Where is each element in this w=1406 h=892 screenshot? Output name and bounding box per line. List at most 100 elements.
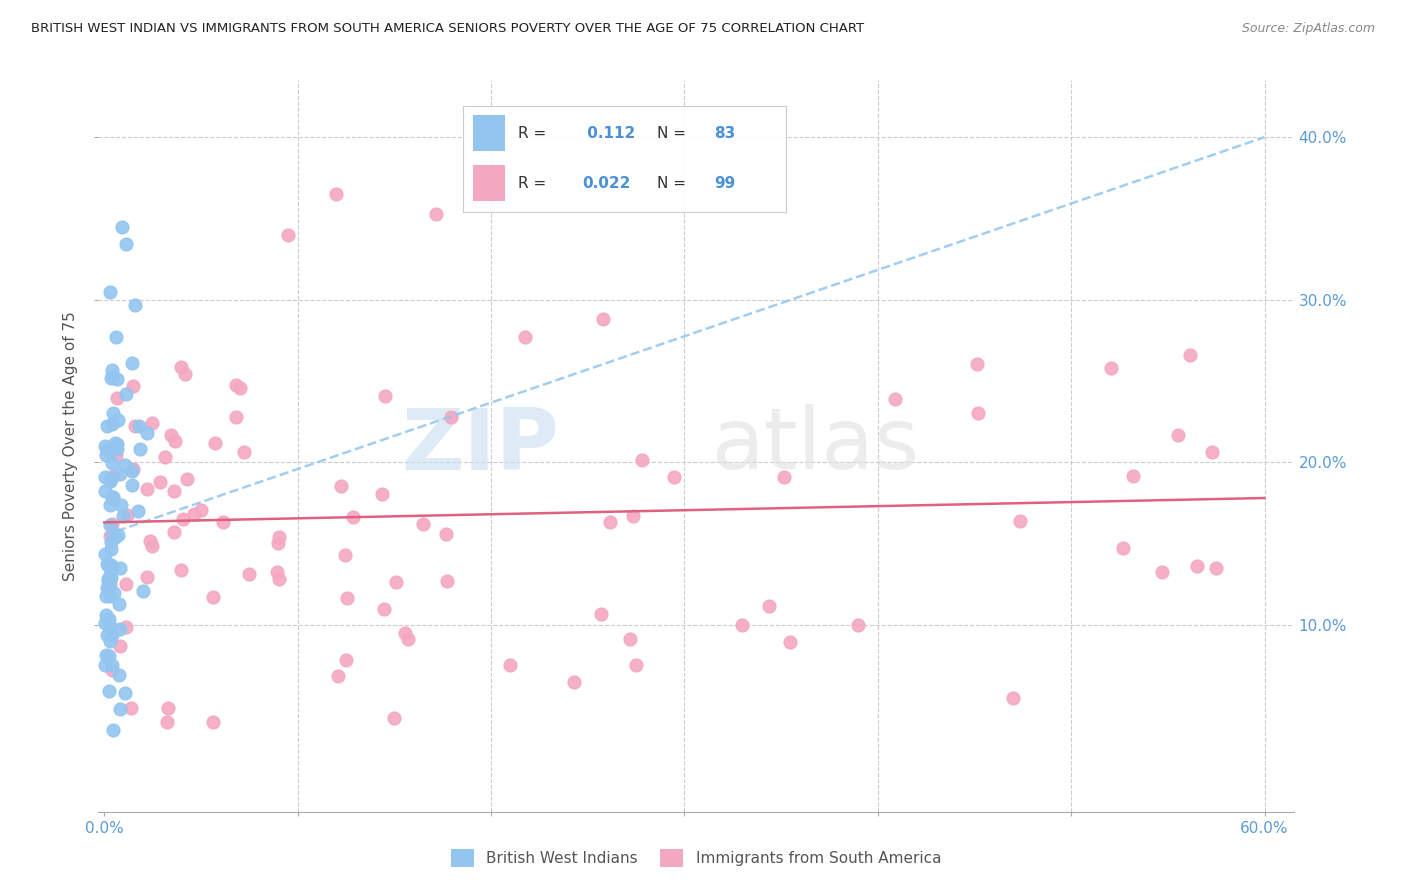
Point (100, 471, 122, 485)
Point (96, 443, 118, 458)
Point (124, 297, 146, 311)
Point (225, 378, 247, 392)
Point (105, 449, 128, 463)
Point (94, 608, 117, 623)
Point (267, 535, 290, 549)
Point (114, 458, 136, 473)
Point (111, 219, 134, 234)
Point (94, 615, 117, 630)
Point (127, 504, 149, 518)
Point (562, 674, 585, 689)
Point (436, 574, 458, 588)
Point (107, 372, 129, 386)
Point (98, 589, 121, 603)
Point (170, 564, 193, 578)
Point (114, 387, 136, 401)
Point (371, 487, 394, 501)
Point (267, 530, 290, 544)
Point (97, 558, 120, 572)
Point (117, 508, 139, 523)
Point (772, 470, 794, 484)
Point (631, 453, 654, 467)
Point (100, 371, 122, 385)
Point (135, 426, 157, 441)
Point (96, 581, 118, 595)
Point (110, 639, 132, 653)
Point (94, 439, 117, 453)
Point (115, 577, 138, 591)
Point (135, 482, 157, 496)
Point (108, 561, 131, 575)
Point (115, 237, 138, 252)
Point (101, 469, 124, 483)
Point (94, 658, 117, 673)
Point (333, 548, 356, 562)
Point (592, 312, 614, 326)
Point (103, 723, 125, 738)
Text: BRITISH WEST INDIAN VS IMMIGRANTS FROM SOUTH AMERICA SENIORS POVERTY OVER THE AG: BRITISH WEST INDIAN VS IMMIGRANTS FROM S… (31, 22, 865, 36)
Point (156, 715, 179, 730)
Point (105, 437, 128, 451)
Point (97, 612, 120, 626)
Point (160, 428, 183, 442)
Point (104, 436, 127, 450)
Point (966, 357, 988, 371)
Point (94, 548, 117, 562)
Point (204, 435, 226, 450)
Point (1122, 469, 1144, 483)
Point (128, 419, 150, 434)
Point (394, 626, 416, 640)
Point (104, 530, 127, 544)
Point (108, 702, 131, 716)
Point (94, 470, 117, 484)
Point (112, 508, 135, 523)
Point (96, 557, 118, 571)
Point (132, 583, 155, 598)
Point (96, 448, 118, 462)
Point (101, 516, 124, 531)
Point (201, 590, 224, 604)
Point (591, 607, 613, 621)
Point (731, 617, 754, 632)
Point (94, 648, 117, 662)
Point (121, 356, 143, 370)
Point (619, 632, 641, 646)
Y-axis label: Seniors Poverty Over the Age of 75: Seniors Poverty Over the Age of 75 (63, 311, 79, 581)
Point (100, 628, 122, 642)
Point (100, 572, 122, 586)
Point (101, 559, 124, 574)
Point (114, 686, 136, 700)
Point (1205, 561, 1227, 575)
Point (966, 406, 988, 420)
Point (97, 574, 120, 588)
Point (101, 658, 124, 673)
Point (335, 591, 357, 606)
Point (385, 574, 408, 589)
Point (129, 442, 152, 456)
Point (238, 567, 260, 582)
Text: Source: ZipAtlas.com: Source: ZipAtlas.com (1241, 22, 1375, 36)
Point (232, 445, 254, 459)
Text: atlas: atlas (711, 404, 920, 488)
Point (97, 558, 120, 573)
Point (170, 359, 193, 374)
Point (101, 417, 124, 432)
Point (1167, 428, 1189, 442)
Point (108, 622, 131, 636)
Point (396, 632, 419, 647)
Point (848, 617, 870, 632)
Point (97, 683, 120, 698)
Point (100, 558, 122, 572)
Point (100, 663, 122, 677)
Point (183, 508, 205, 522)
Point (277, 227, 299, 242)
Point (122, 462, 145, 476)
Point (342, 509, 364, 524)
Point (212, 515, 235, 529)
Point (1112, 541, 1135, 555)
Point (98, 285, 121, 299)
Legend: British West Indians, Immigrants from South America: British West Indians, Immigrants from So… (444, 843, 948, 873)
Point (153, 450, 176, 465)
Point (100, 498, 122, 512)
Point (172, 512, 194, 526)
